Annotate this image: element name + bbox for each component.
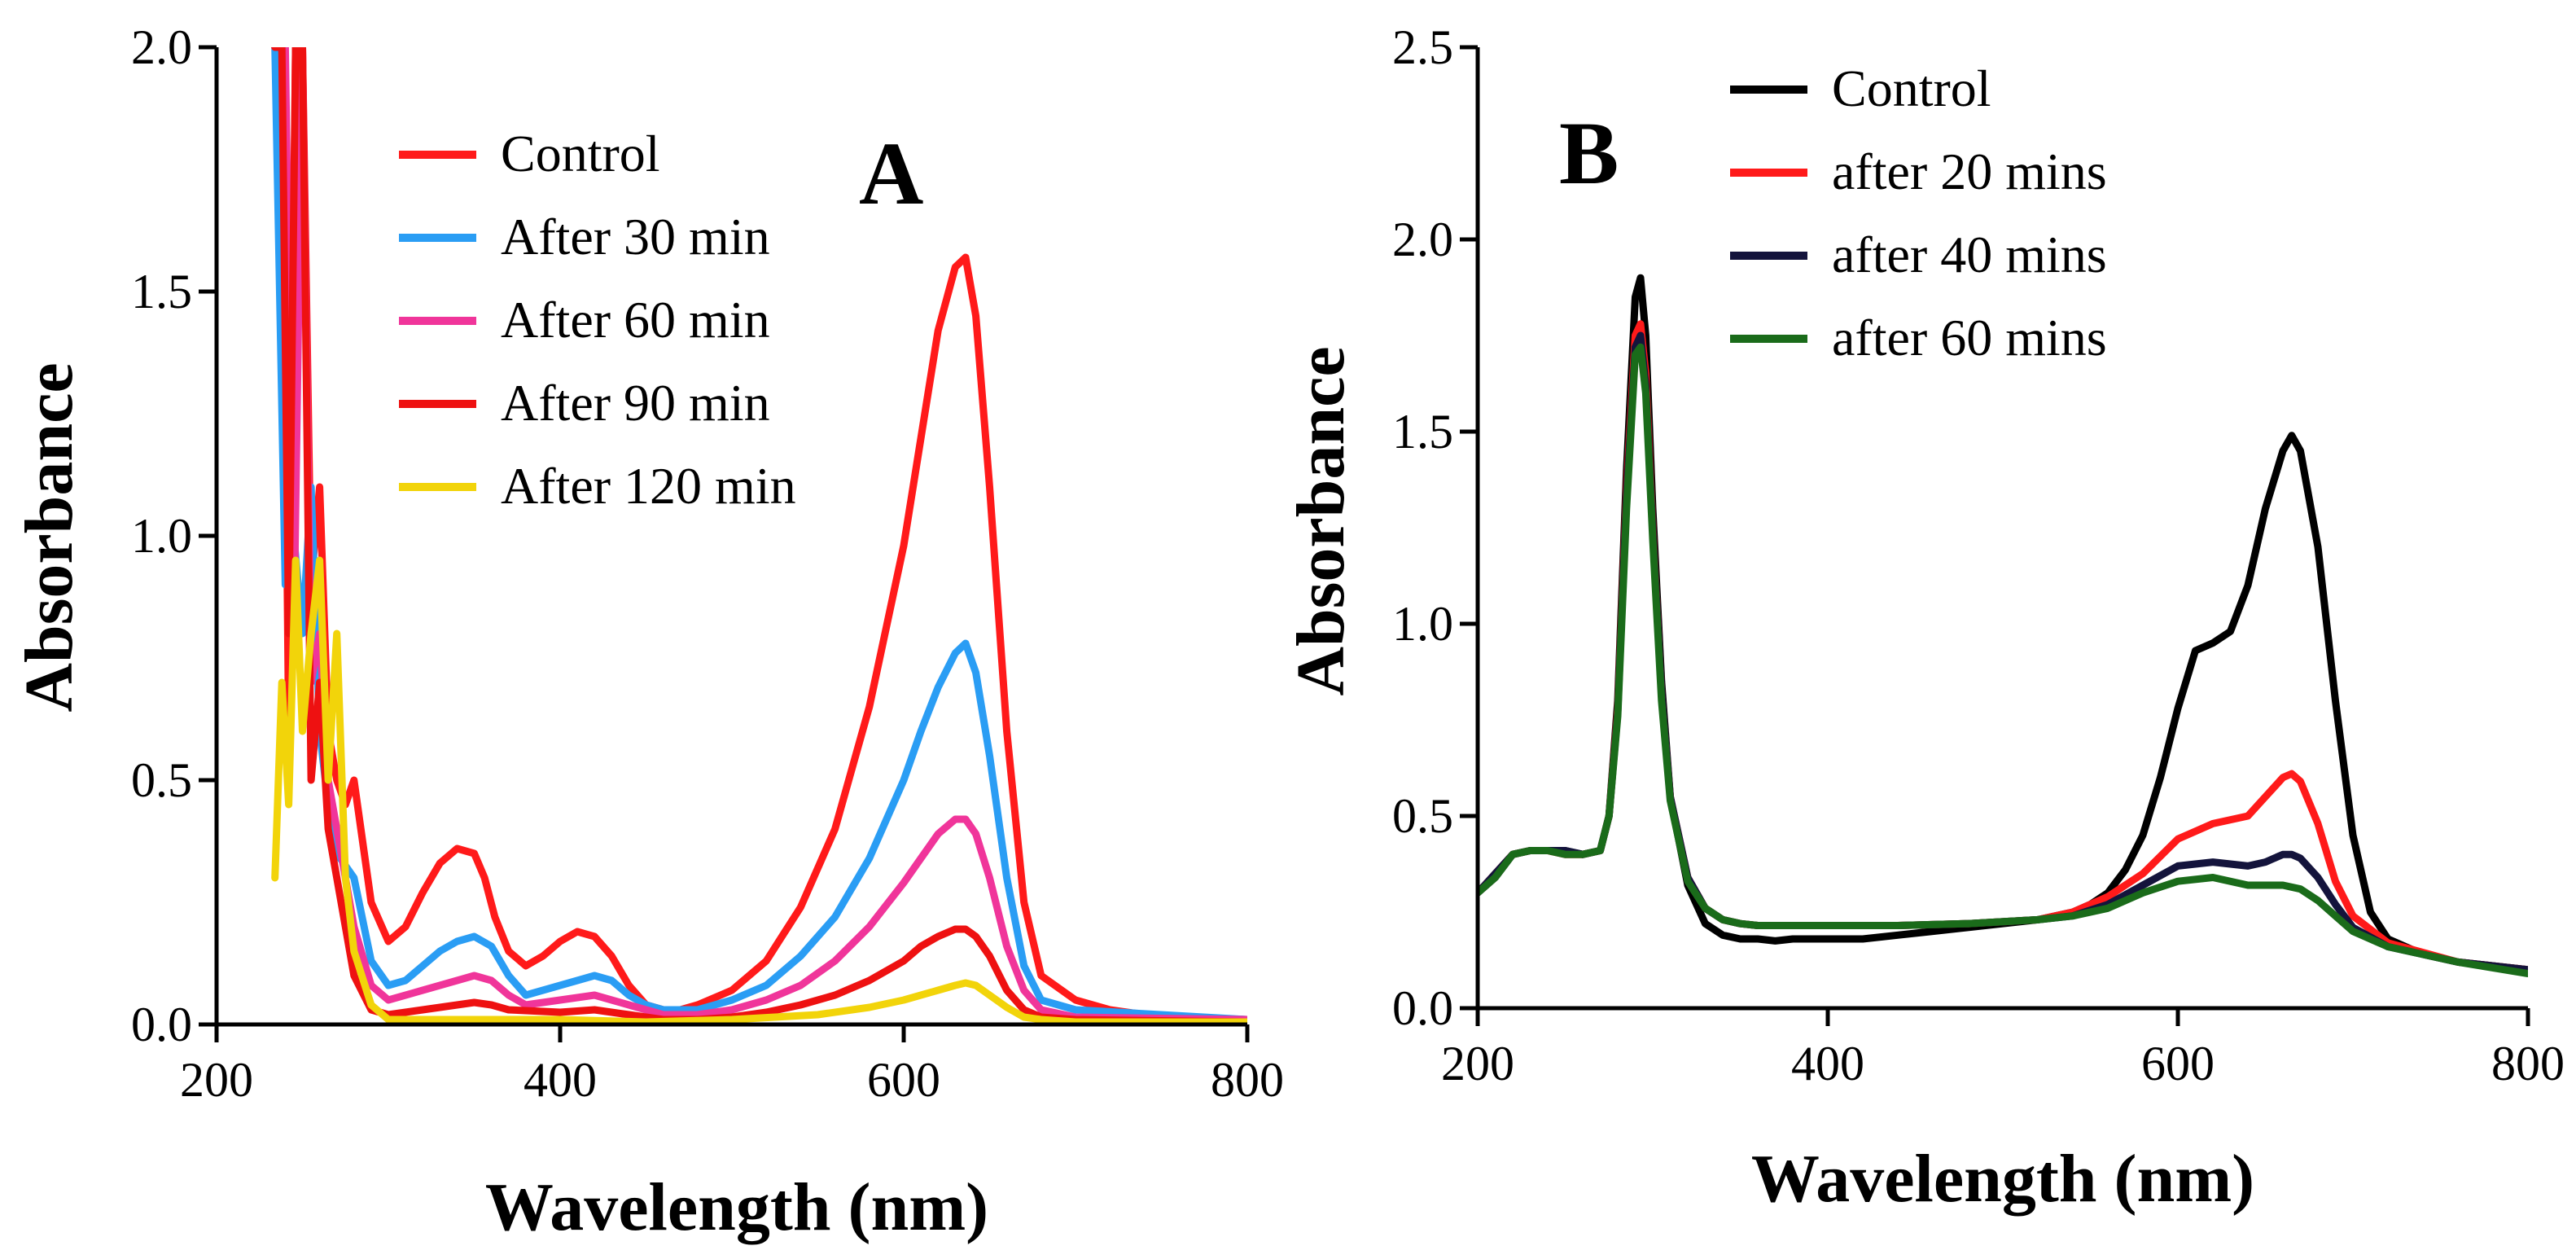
- panel-b-legend-label-2: after 40 mins: [1832, 226, 2107, 283]
- panel-b-x-tick-label-0: 200: [1441, 1037, 1514, 1090]
- panel-b-series-line-2: [1478, 331, 2528, 974]
- panel-b-y-axis-title: Absorbance: [1283, 346, 1359, 695]
- panel-a-legend: Control After 30 min After 60 min After 90 …: [399, 125, 796, 515]
- panel-b-x-axis-title: Wavelength (nm): [1751, 1141, 2254, 1217]
- panel-a-legend-label-2: After 60 min: [501, 291, 770, 349]
- panel-a-series-line-4: [271, 556, 1247, 1024]
- panel-b-letter: B: [1559, 103, 1619, 203]
- panel-a-y-axis-title: Absorbance: [11, 362, 87, 712]
- panel-a-y-tick-label-1: 0.5: [131, 753, 192, 807]
- panel-b-y-tick-label-4: 2.0: [1392, 213, 1453, 266]
- panel-a-x-axis-title: Wavelength (nm): [485, 1169, 988, 1245]
- panel-a-letter: A: [859, 124, 923, 223]
- panel-a-y-tick-label-2: 1.0: [131, 509, 192, 563]
- panel-b-series-line-1: [1478, 320, 2528, 974]
- panel-b-legend-label-0: Control: [1832, 59, 1991, 117]
- panel-b-legend-label-3: after 60 mins: [1832, 309, 2107, 366]
- panel-a-series-line-3: [271, 47, 1247, 1024]
- panel-a-y-tick-label-0: 0.0: [131, 998, 192, 1051]
- chart-panel-a: 0.0 0.5 1.0 1.5 2.0 200 400 600 800 A Absorbance…: [11, 20, 1284, 1245]
- panel-a-x-tick-label-2: 600: [867, 1053, 940, 1107]
- panel-b-y-tick-label-1: 0.5: [1392, 789, 1453, 843]
- panel-b-x-tick-label-3: 800: [2491, 1037, 2565, 1090]
- panel-a-series-group: [271, 47, 1247, 1024]
- panel-b-y-tick-label-2: 1.0: [1392, 597, 1453, 651]
- panel-b-series-line-3: [1478, 343, 2528, 977]
- panel-b-series-group: [1478, 274, 2528, 977]
- panel-b-axes: 0.0 0.5 1.0 1.5 2.0 2.5 200 400 600 800: [1392, 20, 2565, 1090]
- panel-b-x-tick-label-2: 600: [2141, 1037, 2215, 1090]
- panel-a-x-tick-label-0: 200: [180, 1053, 253, 1107]
- panel-a-x-tick-label-3: 800: [1211, 1053, 1284, 1107]
- panel-b-y-tick-label-0: 0.0: [1392, 981, 1453, 1035]
- panel-a-series-line-0: [271, 47, 1247, 1024]
- panel-a-y-tick-label-3: 1.5: [131, 265, 192, 318]
- panel-a-legend-label-3: After 90 min: [501, 374, 770, 432]
- panel-a-legend-label-4: After 120 min: [501, 457, 796, 515]
- chart-panel-b: 0.0 0.5 1.0 1.5 2.0 2.5 200 400 600 800 B Absorba…: [1283, 20, 2565, 1217]
- panel-b-y-tick-label-5: 2.5: [1392, 20, 1453, 74]
- panel-a-series-line-2: [271, 47, 1247, 1024]
- panel-a-legend-label-1: After 30 min: [501, 208, 770, 265]
- panel-a-series-line-1: [271, 47, 1247, 1024]
- panel-b-x-tick-label-1: 400: [1791, 1037, 1864, 1090]
- panel-b-legend: Control after 20 mins after 40 mins after 6…: [1730, 59, 2107, 366]
- panel-a-x-tick-label-1: 400: [524, 1053, 597, 1107]
- panel-a-axes: 0.0 0.5 1.0 1.5 2.0 200 400 600 800: [131, 20, 1284, 1107]
- panel-a-legend-label-0: Control: [501, 125, 660, 182]
- panel-a-y-tick-label-4: 2.0: [131, 20, 192, 74]
- panel-b-legend-label-1: after 20 mins: [1832, 143, 2107, 200]
- panel-b-y-tick-label-3: 1.5: [1392, 405, 1453, 458]
